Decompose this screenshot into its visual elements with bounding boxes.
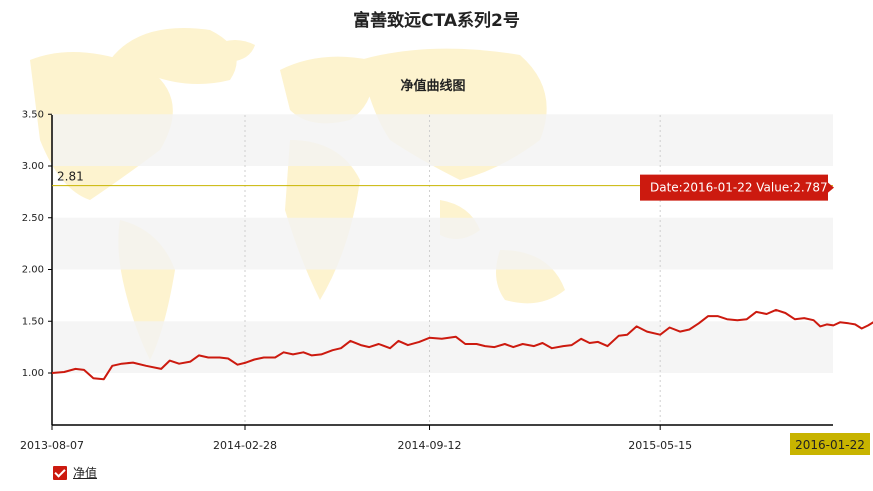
grid-band	[52, 114, 833, 166]
x-tick-label: 2015-05-15	[628, 439, 692, 452]
y-axis-ticks: 1.00 1.50 2.00 2.50 3.00 3.50	[22, 109, 52, 379]
legend-item[interactable]: 净值	[53, 464, 97, 481]
y-tick-label: 1.50	[22, 316, 44, 327]
chart-bands	[52, 114, 833, 373]
y-tick-label: 3.50	[22, 109, 44, 120]
x-tick-label: 2013-08-07	[20, 439, 84, 452]
y-tick-label: 1.00	[22, 368, 44, 379]
crosshair-x-label-bg	[790, 433, 873, 455]
y-tick-label: 3.00	[22, 161, 44, 172]
reference-line-label: 2.81	[57, 170, 84, 184]
legend-label[interactable]: 净值	[73, 466, 98, 480]
y-tick-label: 2.00	[22, 265, 44, 276]
chart-title: 净值曲线图	[400, 78, 465, 94]
x-tick-label: 2014-09-12	[398, 439, 462, 452]
series-layer[interactable]	[51, 169, 873, 381]
page-title: 富善致远CTA系列2号	[353, 11, 520, 31]
crosshair: 2016-01-22 Date:2016-01-22 Value:2.787	[640, 174, 873, 455]
tooltip-bg	[640, 174, 834, 201]
crosshair-x-label: 2016-01-22	[795, 438, 865, 452]
grid-band	[52, 321, 833, 373]
tooltip-text: Date:2016-01-22 Value:2.787	[650, 181, 828, 195]
series-line	[51, 308, 873, 381]
world-map-watermark	[30, 28, 565, 360]
y-tick-label: 2.50	[22, 213, 44, 224]
x-axis-ticks: 2013-08-07 2014-02-28 2014-09-12 2015-05-15	[20, 425, 692, 452]
x-tick-label: 2014-02-28	[213, 439, 277, 452]
grid-band	[52, 217, 833, 270]
legend-checkbox[interactable]	[53, 465, 67, 480]
